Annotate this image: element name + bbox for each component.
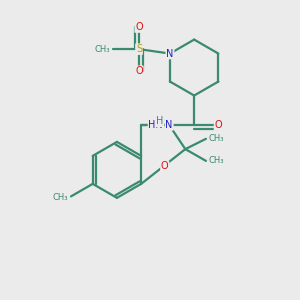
Text: CH₃: CH₃	[208, 134, 224, 143]
Text: N: N	[166, 120, 173, 130]
Text: CH₃: CH₃	[95, 45, 110, 54]
Text: O: O	[161, 161, 169, 172]
Text: O: O	[135, 22, 143, 32]
Text: N: N	[166, 49, 174, 58]
Text: HN: HN	[148, 120, 163, 130]
Text: O: O	[214, 120, 222, 130]
Text: CH₃: CH₃	[52, 193, 68, 202]
Text: O: O	[135, 66, 143, 76]
Text: H: H	[156, 116, 163, 126]
Text: S: S	[136, 44, 142, 54]
Text: CH₃: CH₃	[208, 156, 224, 165]
